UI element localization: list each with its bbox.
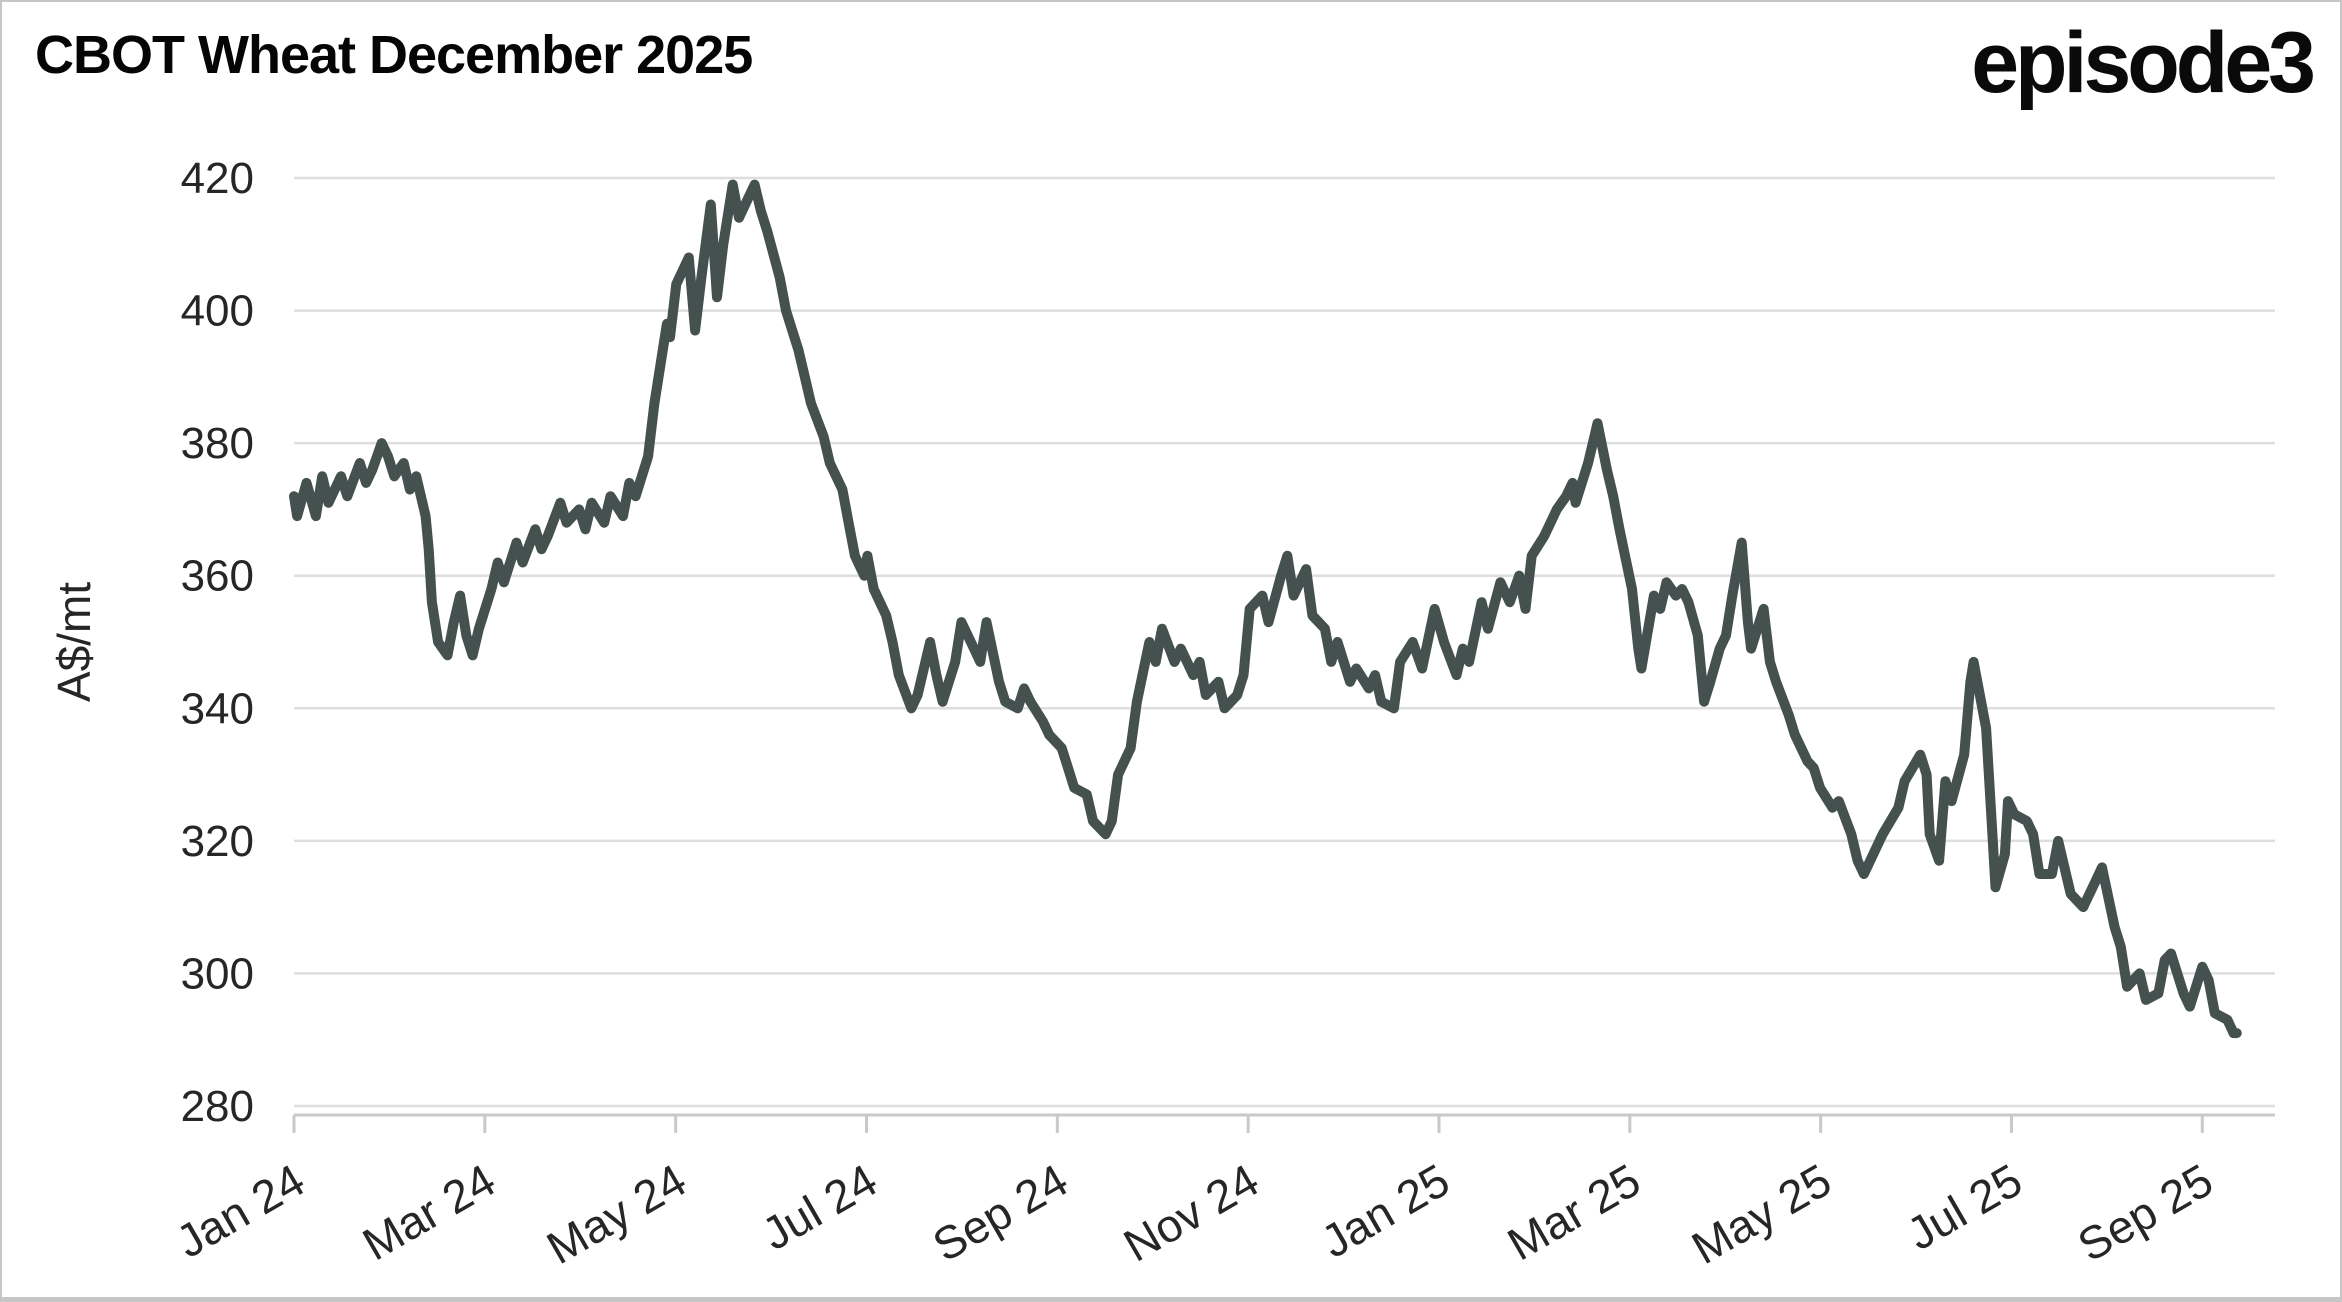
y-tick-label-280: 280: [181, 1082, 254, 1131]
price-line: [289, 179, 2242, 1039]
y-tick-label-300: 300: [181, 949, 254, 998]
y-tick-labels: 420 400 380 360 340 320 300 280: [181, 154, 254, 1131]
x-tick-label: Sep 25: [2069, 1154, 2221, 1272]
x-tick-label: Sep 24: [924, 1154, 1076, 1272]
y-axis-title-text: A$/mt: [48, 582, 100, 702]
y-tick-label-340: 340: [181, 684, 254, 733]
y-tick-label-320: 320: [181, 817, 254, 866]
x-tick-label: Mar 24: [354, 1154, 504, 1271]
x-axis: [292, 1113, 2275, 1133]
x-tick-label: May 24: [538, 1154, 695, 1274]
episode3-logo: episode3: [1971, 15, 2316, 111]
x-tick-label: Jul 25: [1898, 1154, 2030, 1260]
y-tick-label-400: 400: [181, 287, 254, 336]
chart-title: CBOT Wheat December 2025: [35, 25, 753, 85]
x-tick-label: Mar 25: [1499, 1154, 1649, 1271]
y-tick-label-380: 380: [181, 419, 254, 468]
gridlines: [294, 176, 2275, 1108]
x-tick-label: Jan 25: [1312, 1154, 1458, 1268]
y-axis-title: A$/mt: [48, 582, 100, 702]
x-tick-label: Jul 24: [753, 1154, 885, 1260]
x-tick-labels: Jan 24 Mar 24 May 24 Jul 24 Sep 24 Nov 24 Jan …: [167, 1154, 2221, 1274]
x-tick-label: Jan 24: [167, 1154, 313, 1268]
y-tick-label-360: 360: [181, 552, 254, 601]
x-tick-label: Nov 24: [1115, 1154, 1267, 1272]
y-tick-label-420: 420: [181, 154, 254, 203]
x-tick-label: May 25: [1683, 1154, 1840, 1274]
price-line-series: [289, 179, 2242, 1039]
